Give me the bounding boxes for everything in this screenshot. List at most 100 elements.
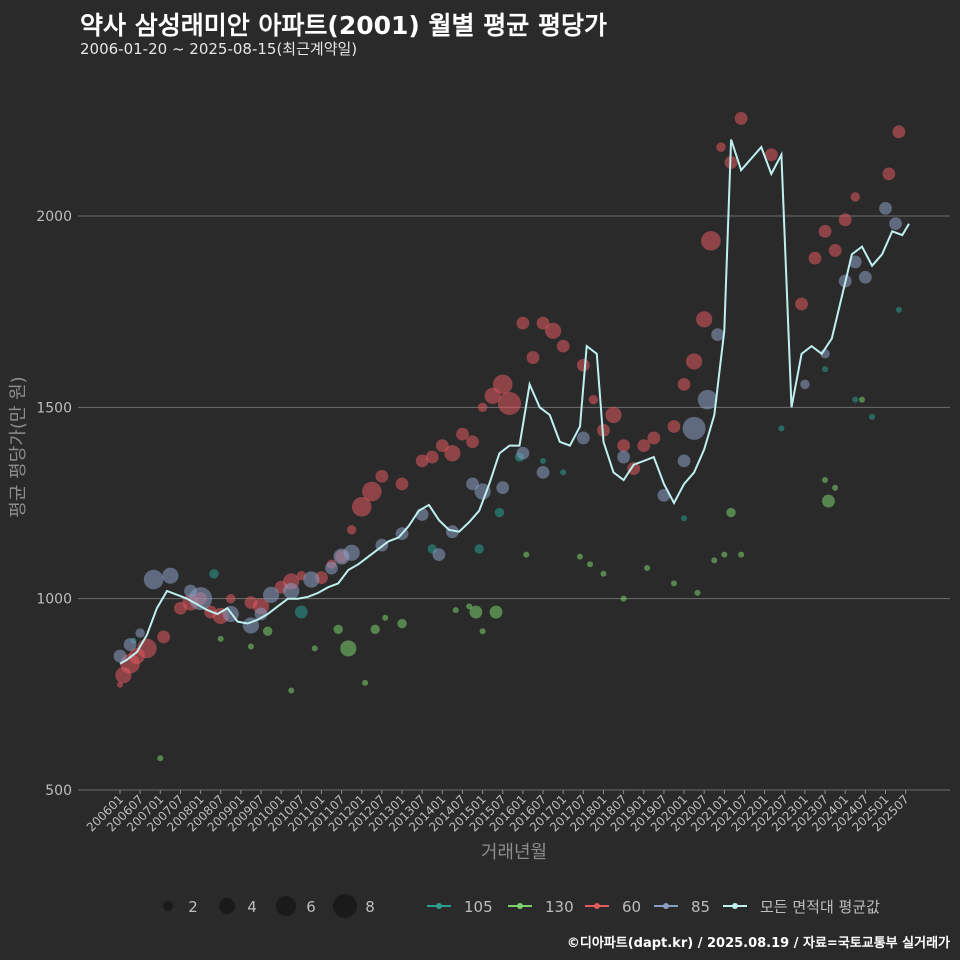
point-60 — [696, 311, 713, 328]
point-60 — [617, 439, 631, 452]
point-85 — [848, 255, 862, 269]
point-105 — [560, 469, 567, 476]
point-85 — [697, 389, 718, 410]
point-130 — [822, 494, 835, 508]
y-axis-ticks: 500 1000 1500 2000 — [36, 209, 72, 799]
point-130 — [397, 618, 407, 629]
point-60 — [647, 431, 661, 445]
point-60 — [346, 525, 357, 535]
point-85 — [800, 379, 810, 390]
point-60 — [497, 392, 521, 416]
point-85 — [682, 416, 706, 440]
point-60 — [850, 192, 860, 202]
point-85 — [432, 548, 446, 562]
point-85 — [113, 649, 127, 663]
point-130 — [726, 507, 736, 518]
size-legend-key — [219, 898, 235, 914]
point-60 — [466, 435, 479, 449]
point-85 — [189, 587, 213, 611]
point-60 — [545, 322, 562, 339]
point-85 — [123, 638, 137, 651]
point-60 — [667, 420, 681, 433]
point-60 — [808, 251, 822, 265]
point-130 — [858, 396, 865, 403]
chart-title: 약사 삼성래미안 아파트(2001) 월별 평균 평당가 — [80, 11, 607, 40]
point-60 — [677, 377, 691, 391]
point-60 — [226, 593, 236, 604]
point-130 — [370, 624, 380, 634]
point-85 — [445, 525, 459, 539]
point-85 — [657, 488, 671, 502]
point-60 — [425, 450, 439, 464]
scatter-points — [113, 112, 906, 762]
point-60 — [588, 394, 599, 405]
point-60 — [686, 353, 703, 370]
y-axis-label: 평균 평당가(만 원) — [8, 376, 29, 517]
point-60 — [734, 112, 748, 125]
point-130 — [738, 551, 745, 558]
point-130 — [822, 477, 829, 484]
legend-point-key — [663, 903, 669, 909]
point-60 — [375, 469, 389, 483]
legend-point-key — [517, 903, 523, 909]
point-130 — [489, 605, 503, 619]
size-legend-label: 2 — [188, 898, 198, 916]
point-60 — [477, 402, 488, 413]
point-105 — [474, 544, 484, 554]
point-85 — [283, 582, 300, 600]
average-line — [119, 139, 910, 665]
point-60 — [444, 445, 461, 462]
chart-subtitle: 2006-01-20 ~ 2025-08-15(최근계약일) — [80, 40, 358, 58]
point-60 — [351, 497, 372, 517]
size-legend-label: 8 — [365, 898, 375, 916]
point-60 — [818, 224, 832, 238]
legend: 2 4 6 8 105 130 60 85 모든 면적대 평균값 — [163, 894, 880, 918]
point-105 — [778, 425, 785, 432]
y-tick-label: 1500 — [36, 400, 72, 416]
point-60 — [627, 462, 641, 475]
point-85 — [677, 454, 691, 468]
point-60 — [764, 148, 778, 162]
size-legend-key — [163, 901, 173, 911]
point-85 — [576, 431, 590, 445]
point-60 — [828, 244, 842, 257]
point-130 — [340, 640, 357, 657]
point-60 — [456, 427, 469, 441]
point-105 — [209, 569, 219, 579]
point-60 — [157, 630, 171, 644]
point-85 — [162, 567, 179, 584]
point-105 — [294, 605, 308, 619]
point-130 — [644, 565, 651, 572]
x-axis-label: 거래년월 — [481, 842, 547, 863]
point-85 — [496, 481, 510, 495]
point-130 — [247, 643, 254, 650]
point-130 — [217, 635, 224, 642]
point-60 — [605, 406, 622, 424]
x-axis-ticks: 2006012006072007012007072008012008072009… — [84, 790, 912, 835]
point-130 — [670, 580, 677, 587]
point-130 — [362, 679, 369, 686]
point-60 — [395, 477, 409, 491]
point-85 — [474, 483, 491, 500]
point-130 — [157, 755, 164, 762]
point-105 — [540, 457, 547, 464]
point-60 — [795, 297, 808, 311]
point-85 — [303, 571, 320, 588]
point-60 — [435, 439, 449, 452]
y-tick-label: 2000 — [36, 209, 72, 225]
point-85 — [466, 477, 479, 491]
point-130 — [694, 589, 701, 596]
point-130 — [311, 645, 318, 652]
point-130 — [711, 557, 718, 564]
point-60 — [838, 213, 852, 227]
size-legend-label: 4 — [247, 898, 257, 916]
grid-lines — [78, 215, 950, 791]
point-60 — [892, 125, 906, 139]
point-105 — [869, 413, 876, 420]
point-130 — [452, 607, 459, 614]
point-60 — [882, 167, 896, 181]
size-legend-key — [276, 896, 296, 916]
point-130 — [721, 551, 728, 558]
point-130 — [523, 551, 530, 558]
point-130 — [576, 553, 583, 560]
